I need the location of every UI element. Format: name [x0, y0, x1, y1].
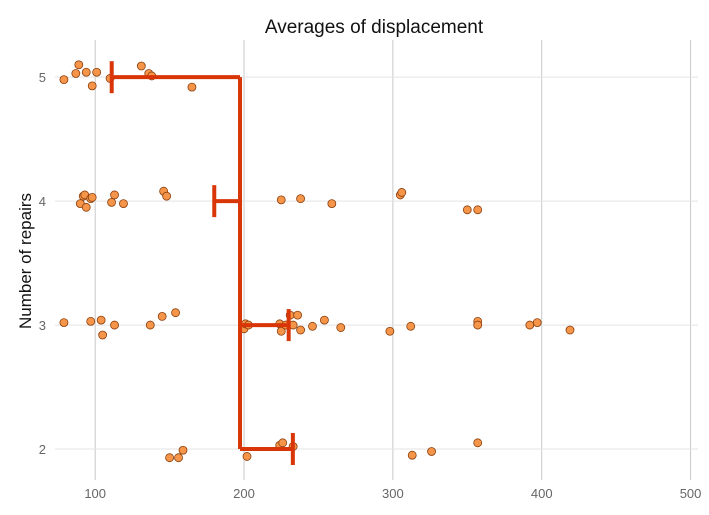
data-point [81, 67, 91, 77]
data-point [320, 315, 329, 325]
x-tick-label: 500 [680, 486, 702, 501]
mean-lines [109, 61, 295, 466]
data-point [187, 82, 197, 92]
data-point [296, 194, 305, 204]
data-point [178, 445, 188, 455]
data-point [276, 195, 286, 205]
x-tick-label: 300 [382, 486, 404, 501]
y-axis-label: Number of repairs [16, 193, 35, 329]
data-point [293, 310, 303, 320]
data-point [87, 81, 97, 91]
data-point [98, 330, 108, 340]
data-point [145, 320, 155, 330]
data-point [162, 191, 172, 201]
y-tick-label: 5 [39, 70, 46, 85]
data-point [532, 318, 542, 327]
chart-title: Averages of displacement [265, 17, 484, 38]
x-tick-label: 100 [84, 486, 106, 501]
data-point [74, 60, 84, 70]
x-tick-label: 200 [233, 486, 255, 501]
data-point [296, 325, 305, 335]
x-tick-label: 400 [531, 486, 553, 501]
data-point [336, 323, 346, 332]
data-point [308, 321, 317, 331]
data-point [473, 205, 483, 215]
data-points [59, 60, 575, 463]
data-point [462, 205, 472, 215]
y-tick-label: 3 [39, 318, 46, 333]
y-tick-label: 2 [39, 442, 46, 457]
data-point [110, 190, 119, 200]
data-point [276, 326, 286, 336]
data-point [119, 199, 128, 209]
data-point [174, 453, 183, 463]
data-point [427, 447, 436, 456]
data-point [87, 193, 97, 202]
data-point [278, 438, 288, 448]
data-point [71, 69, 81, 78]
data-point [157, 311, 167, 321]
data-point [473, 320, 483, 330]
data-point [397, 188, 407, 197]
data-point [327, 199, 337, 209]
data-point [165, 453, 175, 463]
data-point [171, 308, 180, 318]
data-point [385, 326, 395, 336]
data-point [110, 320, 119, 330]
data-point [81, 202, 91, 212]
data-point [92, 67, 102, 77]
data-point [96, 315, 106, 325]
data-point [107, 197, 116, 207]
data-point [86, 316, 96, 326]
data-point [242, 452, 252, 461]
data-point [136, 61, 146, 71]
data-point [59, 75, 69, 85]
data-point [565, 325, 575, 335]
data-point [407, 450, 417, 460]
data-point [525, 320, 535, 330]
y-tick-label: 4 [39, 194, 46, 209]
tick-labels: 100 200 300 400 500 2 3 4 5 [39, 70, 702, 501]
data-point [59, 318, 69, 327]
data-point [473, 438, 483, 448]
data-point [406, 321, 416, 331]
